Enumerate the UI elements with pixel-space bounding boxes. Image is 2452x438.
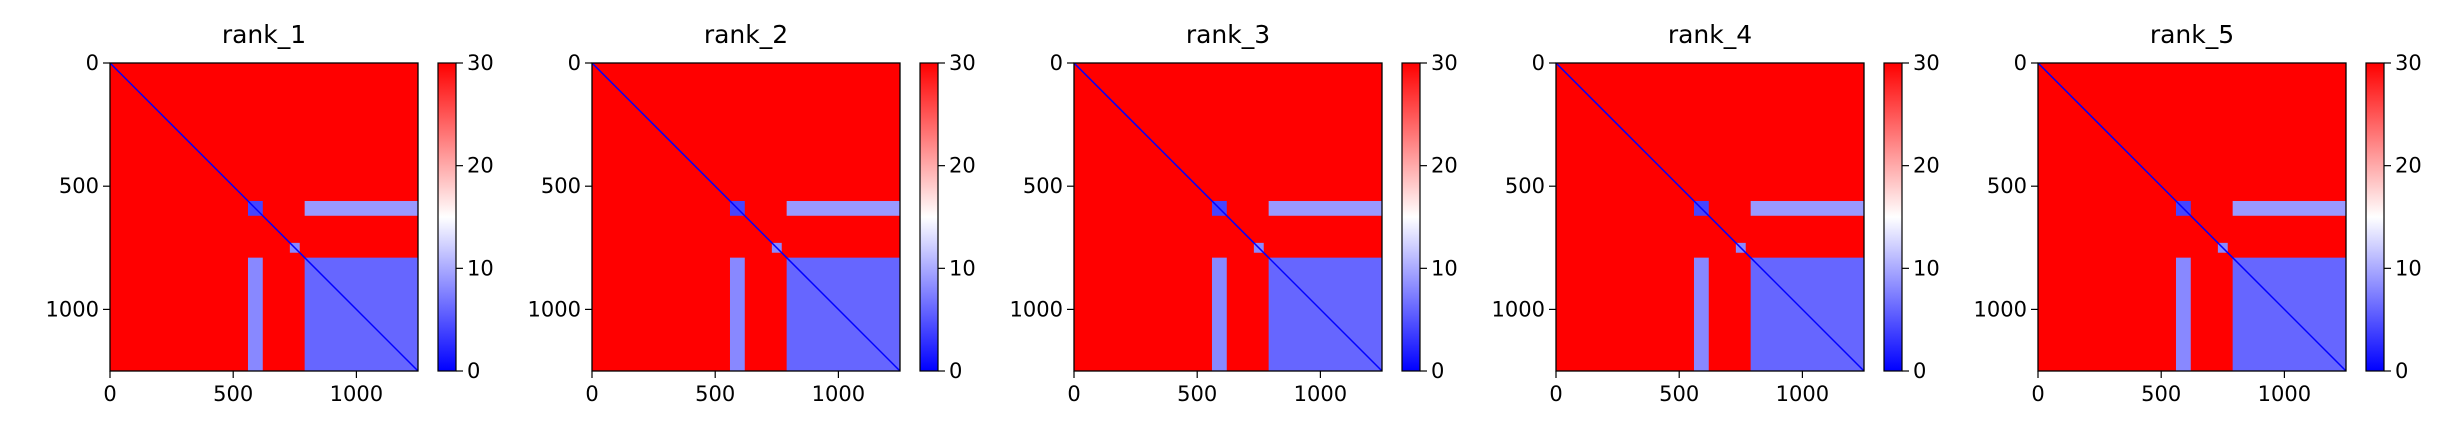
- heatmap-diagonal: [1555, 62, 1865, 372]
- colorbar-tick-label: 10: [949, 256, 976, 280]
- panel-title: rank_2: [704, 20, 788, 49]
- y-tick-label: 1000: [1010, 297, 1063, 321]
- y-tick-label: 0: [1532, 51, 1545, 75]
- colorbar-tick-label: 20: [467, 154, 494, 178]
- panel-4: rank_4 0 500 1000 0 500 1000 0 10 20 30: [1492, 20, 1940, 406]
- heatmap-diagonal: [1073, 62, 1383, 372]
- colorbar-tick-label: 30: [467, 51, 494, 75]
- panel-title: rank_3: [1186, 20, 1270, 49]
- heatmap-block: [247, 257, 263, 371]
- colorbar-tick-label: 30: [2395, 51, 2422, 75]
- heatmap-block: [2175, 257, 2191, 371]
- y-tick-label: 0: [86, 51, 99, 75]
- heatmap-block: [729, 257, 745, 371]
- colorbar-tick-label: 0: [1431, 359, 1444, 383]
- x-tick-label: 500: [1659, 382, 1699, 406]
- colorbar-tick-label: 0: [1913, 359, 1926, 383]
- panel-title: rank_4: [1668, 20, 1752, 49]
- x-tick-label: 500: [2141, 382, 2181, 406]
- colorbar: [1401, 62, 1421, 372]
- heatmap-diagonal: [109, 62, 419, 372]
- heatmap-block: [1211, 257, 1227, 371]
- axes-frame: [591, 62, 901, 372]
- y-tick-label: 500: [1505, 174, 1545, 198]
- colorbar-tick-label: 0: [467, 359, 480, 383]
- heatmap-block: [786, 200, 900, 216]
- x-tick-label: 500: [1177, 382, 1217, 406]
- y-tick-label: 1000: [1492, 297, 1545, 321]
- x-tick-label: 0: [2031, 382, 2044, 406]
- y-tick-label: 0: [2014, 51, 2027, 75]
- heatmap-block: [1693, 257, 1709, 371]
- colorbar: [919, 62, 939, 372]
- colorbar-tick-label: 10: [467, 256, 494, 280]
- heatmap-block: [2232, 200, 2346, 216]
- colorbar: [1883, 62, 1903, 372]
- y-tick-label: 500: [1987, 174, 2027, 198]
- colorbar-tick-label: 0: [949, 359, 962, 383]
- y-tick-label: 1000: [528, 297, 581, 321]
- y-tick-label: 0: [568, 51, 581, 75]
- colorbar-tick-label: 10: [2395, 256, 2422, 280]
- panel-1: rank_1 0 500 1000 0 500 1000 0 10 20 30: [46, 20, 494, 406]
- colorbar-tick-label: 20: [1913, 154, 1940, 178]
- x-tick-label: 1000: [1294, 382, 1347, 406]
- colorbar-tick-label: 30: [1913, 51, 1940, 75]
- heatmap-diagonal: [2037, 62, 2347, 372]
- colorbar-tick-label: 30: [1431, 51, 1458, 75]
- colorbar-tick-label: 10: [1431, 256, 1458, 280]
- heatmap-diagonal: [591, 62, 901, 372]
- y-tick-label: 1000: [1974, 297, 2027, 321]
- x-tick-label: 0: [1549, 382, 1562, 406]
- y-tick-label: 500: [1023, 174, 1063, 198]
- colorbar-tick-label: 10: [1913, 256, 1940, 280]
- heatmap-block: [1750, 200, 1864, 216]
- y-tick-label: 500: [59, 174, 99, 198]
- y-tick-label: 500: [541, 174, 581, 198]
- x-tick-label: 1000: [330, 382, 383, 406]
- axes-frame: [1555, 62, 1865, 372]
- panel-2: rank_2 0 500 1000 0 500 1000 0 10 20 30: [528, 20, 976, 406]
- colorbar-tick-label: 30: [949, 51, 976, 75]
- x-tick-label: 500: [213, 382, 253, 406]
- colorbar-tick-label: 20: [2395, 154, 2422, 178]
- axes-frame: [2037, 62, 2347, 372]
- x-tick-label: 0: [103, 382, 116, 406]
- heatmap-block: [304, 200, 418, 216]
- x-tick-label: 0: [585, 382, 598, 406]
- colorbar-tick-label: 20: [1431, 154, 1458, 178]
- colorbar: [437, 62, 457, 372]
- panel-title: rank_1: [222, 20, 306, 49]
- panel-3: rank_3 0 500 1000 0 500 1000 0 10 20 30: [1010, 20, 1458, 406]
- x-tick-label: 0: [1067, 382, 1080, 406]
- x-tick-label: 500: [695, 382, 735, 406]
- heatmap-block: [1268, 200, 1382, 216]
- axes-frame: [109, 62, 419, 372]
- panel-5: rank_5 0 500 1000 0 500 1000 0 10 20 30: [1974, 20, 2422, 406]
- colorbar: [2365, 62, 2385, 372]
- y-tick-label: 1000: [46, 297, 99, 321]
- x-tick-label: 1000: [1776, 382, 1829, 406]
- x-tick-label: 1000: [2258, 382, 2311, 406]
- axes-frame: [1073, 62, 1383, 372]
- x-tick-label: 1000: [812, 382, 865, 406]
- colorbar-tick-label: 20: [949, 154, 976, 178]
- y-tick-label: 0: [1050, 51, 1063, 75]
- panel-title: rank_5: [2150, 20, 2234, 49]
- colorbar-tick-label: 0: [2395, 359, 2408, 383]
